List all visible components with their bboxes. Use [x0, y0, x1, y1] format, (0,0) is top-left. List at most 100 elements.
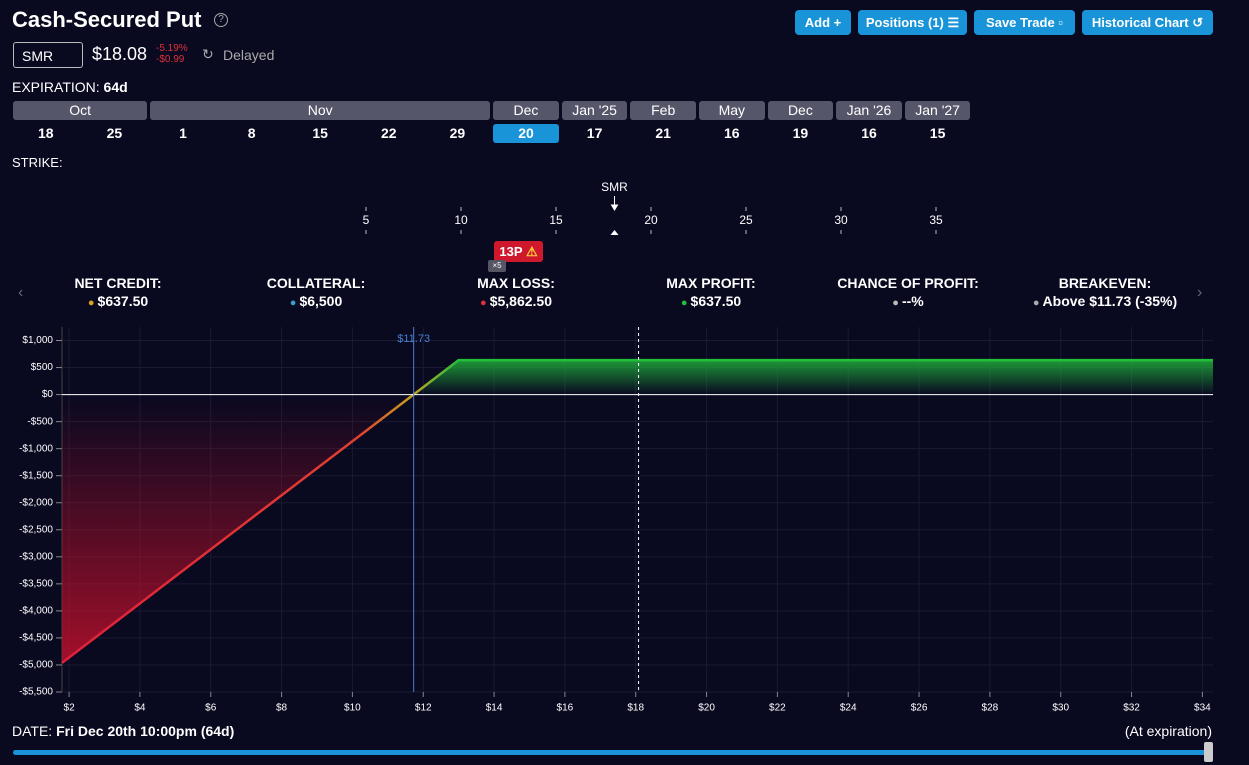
x-tick-label: $4: [134, 703, 146, 714]
stat-icon: ●: [892, 297, 902, 309]
day[interactable]: 8: [247, 125, 256, 141]
x-tick-label: $6: [205, 703, 217, 714]
day[interactable]: 15: [312, 125, 328, 141]
x-tick-label: $26: [911, 703, 928, 714]
day[interactable]: 1: [179, 125, 187, 141]
y-tick-label: -$3,500: [19, 578, 53, 589]
stat-value: ● Above $11.73 (-35%): [1032, 293, 1178, 309]
stat-value: ● $637.50: [87, 293, 149, 309]
y-tick-label: -$2,500: [19, 524, 53, 535]
y-tick-label: -$4,000: [19, 606, 53, 617]
ruler-label: 10: [454, 213, 468, 227]
month[interactable]: Dec: [493, 101, 559, 120]
date-label: DATE: Fri Dec 20th 10:00pm (64d): [12, 723, 234, 739]
symbol-input[interactable]: SMR: [13, 42, 83, 68]
day[interactable]: 22: [381, 125, 397, 141]
x-tick-label: $22: [769, 703, 786, 714]
value: Fri Dec 20th 10:00pm (64d): [56, 723, 235, 739]
month[interactable]: May: [699, 101, 765, 120]
change: -$0.99: [156, 54, 185, 65]
y-tick-label: -$4,500: [19, 633, 53, 644]
y-tick-label: $500: [31, 362, 54, 373]
help-icon[interactable]: ?: [214, 13, 228, 27]
day[interactable]: 21: [655, 125, 671, 141]
month[interactable]: Jan '26: [836, 101, 902, 120]
label: EXPIRATION:: [12, 79, 100, 95]
stat-icon: ●: [480, 297, 490, 309]
stat-label: MAX LOSS:: [477, 275, 555, 291]
x-tick-label: $10: [344, 703, 361, 714]
save-button[interactable]: Save Trade ▫: [974, 10, 1075, 35]
day[interactable]: 18: [38, 125, 54, 141]
stat-value: ● $6,500: [289, 293, 343, 309]
y-tick-label: -$1,000: [19, 443, 53, 454]
month[interactable]: Jan '27: [904, 101, 971, 120]
x-tick-label: $34: [1194, 703, 1211, 714]
historical-button[interactable]: Historical Chart ↺: [1082, 10, 1213, 35]
label: DATE:: [12, 723, 53, 739]
title: Cash-Secured Put: [12, 7, 202, 32]
change-pct: -5.19%: [156, 43, 188, 54]
pl-line: [61, 358, 1213, 664]
x-tick-label: $14: [486, 703, 503, 714]
price-marker-label: SMR: [601, 180, 628, 194]
y-tick-label: -$5,500: [19, 687, 53, 698]
refresh-icon[interactable]: ↻: [202, 46, 214, 62]
stat-label: COLLATERAL:: [266, 275, 366, 291]
expiration-label: EXPIRATION: 64d: [12, 79, 128, 95]
profit-area: [62, 360, 1213, 395]
status: Delayed: [223, 47, 275, 63]
day[interactable]: 16: [724, 125, 740, 141]
date-slider[interactable]: [13, 750, 1206, 755]
stat-icon: ●: [87, 297, 98, 309]
add-button[interactable]: Add +: [795, 10, 851, 35]
label: 13P: [499, 244, 523, 259]
month[interactable]: Nov: [150, 101, 491, 120]
y-tick-label: $1,000: [22, 335, 53, 346]
ruler-label: 35: [929, 213, 943, 227]
slider-handle[interactable]: [1204, 742, 1213, 762]
label: Save Trade: [986, 15, 1055, 30]
y-tick-label: -$5,000: [19, 660, 53, 671]
x-tick-label: $24: [840, 703, 857, 714]
label: Historical Chart: [1091, 15, 1189, 30]
ruler-label: 20: [644, 213, 658, 227]
day[interactable]: 16: [861, 125, 877, 141]
x-tick-label: $30: [1052, 703, 1069, 714]
day[interactable]: 15: [929, 125, 946, 141]
x-tick-label: $32: [1123, 703, 1140, 714]
stat-label: CHANCE OF PROFIT:: [837, 275, 979, 291]
month[interactable]: Jan '25: [561, 101, 628, 120]
ruler-label: 30: [834, 213, 848, 227]
positions-button[interactable]: Positions (1) ☰: [858, 10, 967, 35]
prev-arrow[interactable]: ‹: [18, 284, 24, 301]
day[interactable]: 17: [586, 125, 603, 141]
day[interactable]: 29: [449, 125, 466, 141]
day[interactable]: 25: [106, 125, 123, 141]
y-tick-label: -$2,000: [19, 497, 53, 508]
price-marker: [610, 230, 619, 235]
stat-value: ● --%: [892, 293, 924, 309]
stat-value: ● $637.50: [680, 293, 742, 309]
day[interactable]: 20: [493, 124, 559, 143]
x-tick-label: $20: [698, 703, 715, 714]
stat-value: ● $5,862.50: [480, 293, 552, 309]
vline-label: $11.73: [397, 333, 430, 345]
stat-icon: ●: [1032, 297, 1043, 309]
strike-badge[interactable]: 13P ⚠: [494, 241, 543, 262]
loss-area: [62, 394, 1213, 663]
month[interactable]: Oct: [13, 101, 148, 120]
month[interactable]: Feb: [630, 101, 696, 120]
expiration-note: (At expiration): [1124, 723, 1212, 739]
x-tick-label: $8: [276, 703, 288, 714]
ruler-label: 15: [549, 213, 563, 227]
x-tick-label: $16: [557, 703, 574, 714]
next-arrow[interactable]: ›: [1197, 284, 1203, 301]
ruler-label: 25: [739, 213, 753, 227]
x-tick-label: $28: [982, 703, 999, 714]
y-tick-label: -$1,500: [19, 470, 53, 481]
day[interactable]: 19: [792, 125, 809, 141]
month[interactable]: Dec: [767, 101, 834, 120]
